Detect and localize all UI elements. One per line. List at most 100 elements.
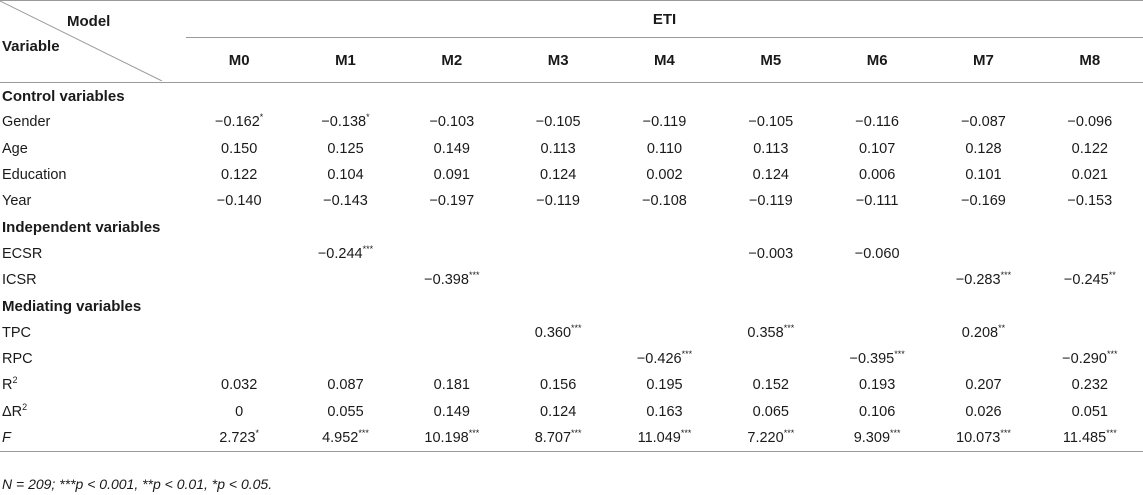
value-cell: 0.195 — [611, 372, 717, 398]
value-cell — [611, 320, 717, 346]
value-cell — [186, 241, 292, 267]
variable-name: ΔR — [2, 403, 23, 420]
significance-stars: * — [366, 112, 370, 123]
coefficient-value: 0.002 — [646, 167, 683, 184]
value-cell: −0.060 — [824, 241, 930, 267]
value-cell: 0.110 — [611, 136, 717, 162]
value-cell: 0.107 — [824, 136, 930, 162]
significance-stars: *** — [362, 244, 374, 255]
model-header-m4: M4 — [654, 51, 675, 69]
value-cell: 0.125 — [292, 136, 398, 162]
significance-stars: *** — [890, 428, 901, 439]
variable-name-superscript: 2 — [22, 401, 28, 412]
section-title: Independent variables — [2, 219, 161, 237]
coefficient-value: −0.108 — [642, 193, 687, 210]
value-cell: −0.103 — [399, 109, 505, 135]
table-row: TPC 0.360*** 0.358*** 0.208** — [0, 320, 1143, 346]
value-cell: 0.128 — [930, 136, 1036, 162]
coefficient-value: −0.087 — [961, 114, 1006, 131]
variable-name: ICSR — [2, 272, 37, 289]
coefficient-value: −0.162 — [215, 114, 260, 131]
model-header-m5: M5 — [760, 51, 782, 69]
variable-name-cell: Age — [0, 136, 186, 162]
coefficient-value: 0.163 — [646, 403, 683, 420]
coefficient-value: 0.150 — [221, 140, 258, 157]
variable-name: Education — [2, 167, 67, 184]
value-cell: 2.723* — [186, 425, 292, 452]
value-cell: 0.122 — [1037, 136, 1143, 162]
coefficient-value: 0.106 — [858, 403, 896, 420]
significance-stars: *** — [783, 322, 795, 333]
value-cell: −0.116 — [824, 109, 930, 135]
coefficient-value: 0.051 — [1071, 403, 1108, 420]
coefficient-value: 0.113 — [540, 140, 576, 157]
variable-name: F — [2, 430, 11, 446]
coefficient-value: 0.124 — [540, 403, 577, 420]
value-cell: 0.207 — [930, 372, 1036, 398]
coefficient-value: 0.207 — [965, 377, 1002, 394]
coefficient-value: 0.091 — [433, 167, 470, 184]
section-title: Control variables — [2, 87, 125, 105]
value-cell: −0.087 — [930, 109, 1036, 135]
coefficient-value: −0.119 — [748, 193, 793, 210]
coefficient-value: −0.143 — [323, 193, 368, 210]
coefficient-value: −0.138 — [321, 114, 367, 131]
variable-name-cell: RPC — [0, 346, 186, 372]
value-cell: 0.124 — [505, 162, 611, 188]
value-cell — [718, 346, 824, 372]
value-cell: 0.122 — [186, 162, 292, 188]
significance-stars: *** — [1106, 349, 1118, 360]
value-cell: 0.163 — [611, 399, 717, 425]
table-row: Age 0.150 0.125 0.149 0.113 0.110 0.113 0.107 0.… — [0, 136, 1143, 162]
value-cell: 0.021 — [1037, 162, 1143, 188]
coefficient-value: 0.152 — [752, 377, 789, 394]
coefficient-value: 2.723 — [219, 430, 256, 446]
significance-stars: *** — [571, 428, 582, 439]
coefficient-value: 0.125 — [327, 140, 364, 157]
value-cell: 0.104 — [292, 162, 398, 188]
coefficient-value: −0.245 — [1063, 272, 1109, 289]
coefficient-value: 0.101 — [965, 167, 1002, 184]
table-footnote: N = 209; ***p < 0.001, **p < 0.01, *p < … — [2, 476, 273, 492]
significance-stars: *** — [1000, 428, 1011, 439]
value-cell: 0.208** — [930, 320, 1036, 346]
value-cell: 0.124 — [505, 399, 611, 425]
coefficient-value: 10.073 — [956, 430, 1001, 446]
value-cell: 0.106 — [824, 399, 930, 425]
variable-name: R — [2, 377, 13, 394]
value-cell: 9.309*** — [824, 425, 930, 452]
value-cell: 0.149 — [399, 399, 505, 425]
value-cell: −0.119 — [505, 188, 611, 214]
value-cell: 0.113 — [718, 136, 824, 162]
value-cell — [399, 320, 505, 346]
value-cell: 0.193 — [824, 372, 930, 398]
value-cell — [505, 241, 611, 267]
coefficient-value: 8.707 — [534, 430, 572, 446]
value-cell: 0.032 — [186, 372, 292, 398]
significance-stars: *** — [1000, 270, 1012, 281]
coefficient-value: 0.113 — [753, 140, 789, 157]
value-cell: −0.105 — [718, 109, 824, 135]
value-cell: 0.055 — [292, 399, 398, 425]
significance-stars: *** — [783, 428, 795, 439]
coefficient-value: 0.026 — [965, 403, 1002, 420]
value-cell: 8.707*** — [505, 425, 611, 452]
value-cell: 11.485*** — [1037, 425, 1143, 452]
coefficient-value: 7.220 — [747, 430, 784, 446]
value-cell: −0.398*** — [399, 267, 505, 293]
model-header-label: Model — [67, 13, 111, 30]
coefficient-value: −0.116 — [855, 114, 899, 131]
coefficient-value: 0.360 — [534, 324, 572, 341]
section-row: Independent variables — [0, 214, 1143, 240]
coefficient-value: −0.244 — [317, 245, 363, 262]
header-row-group: Model Variable ETI — [0, 0, 1143, 81]
coefficient-value: 0.149 — [433, 403, 470, 420]
coefficient-value: 0.122 — [1071, 140, 1108, 157]
value-cell — [186, 346, 292, 372]
value-cell: 0.232 — [1037, 372, 1143, 398]
coefficient-value: 0.104 — [327, 167, 364, 184]
value-cell — [611, 267, 717, 293]
value-cell: −0.290*** — [1037, 346, 1143, 372]
value-cell: 0.113 — [505, 136, 611, 162]
